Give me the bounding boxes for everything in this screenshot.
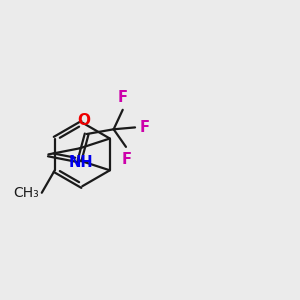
Text: NH: NH [69, 155, 93, 170]
Text: O: O [77, 113, 90, 128]
Text: CH₃: CH₃ [13, 186, 39, 200]
Text: F: F [122, 152, 131, 166]
Text: F: F [140, 120, 150, 135]
Text: F: F [118, 90, 128, 105]
